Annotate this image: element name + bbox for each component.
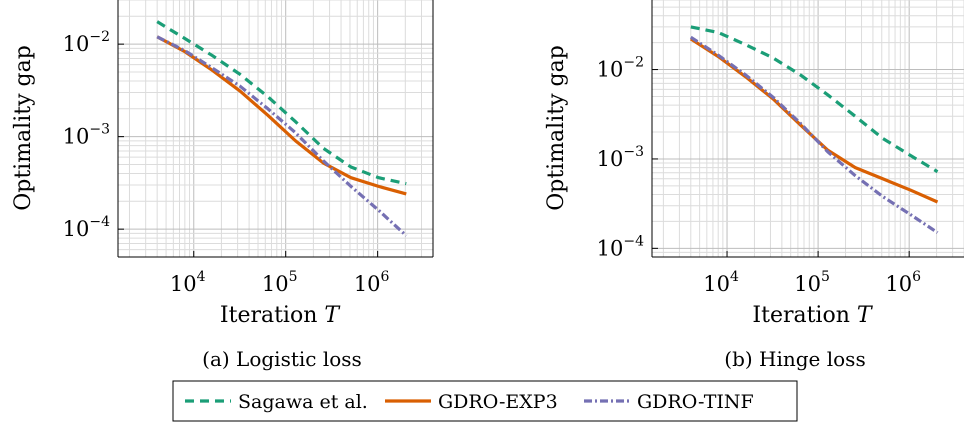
x-tick-label: 105: [262, 269, 298, 296]
legend-label-gdro-exp3: GDRO-EXP3: [438, 391, 558, 413]
x-axis-label-variable: T: [857, 303, 874, 328]
x-tick-base: 10: [885, 272, 912, 296]
x-tick-exponent: 6: [912, 269, 921, 285]
x-tick-label: 104: [170, 269, 206, 296]
y-tick-exponent: −3: [623, 144, 644, 160]
series-line-sagawa-et-al: [156, 20, 407, 186]
x-axis-label-variable: T: [324, 303, 341, 328]
x-tick-base: 10: [794, 272, 821, 296]
y-tick-exponent: −2: [623, 55, 644, 71]
series-line-gdro-tinf: [689, 35, 939, 234]
x-axis-label-text: Iteration: [752, 303, 849, 328]
legend-label-gdro-tinf: GDRO-TINF: [637, 391, 754, 413]
x-tick-exponent: 5: [821, 269, 830, 285]
y-tick-exponent: −3: [89, 122, 110, 138]
grid: [652, 0, 964, 257]
x-axis-label-space: [850, 303, 857, 328]
x-tick-label: 104: [703, 269, 739, 296]
x-tick-base: 10: [354, 272, 381, 296]
series-group: [689, 25, 939, 234]
y-tick-base: 10: [597, 58, 624, 82]
x-tick-label: 106: [885, 269, 921, 296]
x-axis-label: Iteration T: [220, 303, 341, 328]
y-tick-exponent: −4: [89, 214, 110, 230]
y-tick-label: 10−3: [597, 144, 644, 171]
x-tick-label: 105: [794, 269, 830, 296]
series-line-sagawa-et-al: [690, 25, 939, 174]
series-group: [156, 20, 408, 237]
y-tick-base: 10: [597, 236, 624, 260]
y-tick-label: 10−4: [597, 233, 644, 260]
y-tick-label: 10−2: [597, 55, 644, 82]
series-line-gdro-tinf: [156, 35, 408, 237]
x-axis-label-text: Iteration: [220, 303, 317, 328]
y-tick-exponent: −4: [623, 233, 644, 249]
legend: Sagawa et al. GDRO-EXP3 GDRO-TINF: [172, 380, 798, 422]
chart-caption: (a) Logistic loss: [202, 347, 362, 371]
x-tick-label: 106: [354, 269, 390, 296]
x-tick-exponent: 5: [289, 269, 298, 285]
chart-caption: (b) Hinge loss: [724, 347, 865, 371]
y-tick-base: 10: [597, 147, 624, 171]
x-tick-base: 10: [170, 272, 197, 296]
y-tick-base: 10: [63, 32, 90, 56]
y-tick-label: 10−2: [63, 29, 110, 56]
grid: [118, 0, 433, 257]
y-tick-label: 10−4: [63, 214, 110, 241]
x-tick-exponent: 4: [730, 269, 739, 285]
y-tick-base: 10: [63, 217, 90, 241]
y-tick-label: 10−3: [63, 122, 110, 149]
y-tick-base: 10: [63, 125, 90, 149]
x-tick-base: 10: [703, 272, 730, 296]
x-axis-label: Iteration T: [752, 303, 873, 328]
x-tick-exponent: 4: [197, 269, 206, 285]
legend-label-sagawa-et-al: Sagawa et al.: [238, 391, 368, 413]
x-tick-exponent: 6: [381, 269, 390, 285]
legend-box: [172, 380, 798, 422]
x-axis-label-space: [317, 303, 324, 328]
x-tick-base: 10: [262, 272, 289, 296]
y-tick-exponent: −2: [89, 29, 110, 45]
y-axis-label: Optimality gap: [11, 45, 36, 211]
y-axis-label: Optimality gap: [544, 45, 569, 211]
